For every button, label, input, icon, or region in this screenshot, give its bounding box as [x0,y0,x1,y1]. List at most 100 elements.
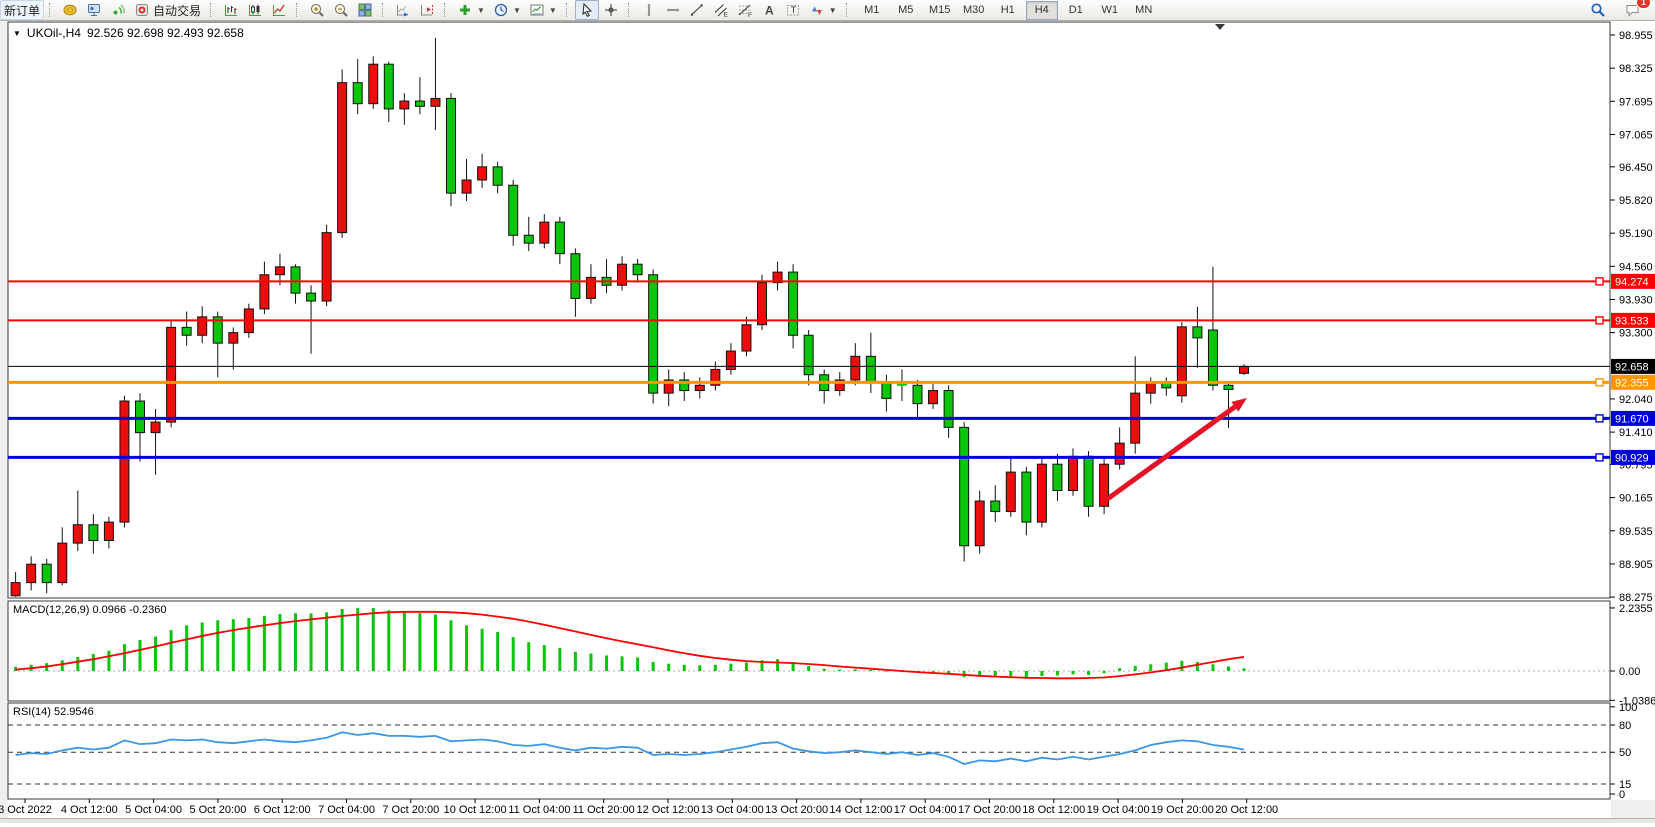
svg-text:93.930: 93.930 [1619,294,1653,306]
svg-text:98.955: 98.955 [1619,30,1653,42]
svg-text:4 Oct 12:00: 4 Oct 12:00 [61,804,118,816]
svg-text:18 Oct 12:00: 18 Oct 12:00 [1022,804,1085,816]
candlestick-chart-button[interactable] [243,0,267,20]
svg-text:92.040: 92.040 [1619,394,1653,406]
chat-icon[interactable]: 1 [1620,0,1651,20]
timeframe-h1-button[interactable]: H1 [1000,4,1015,16]
chevron-down-icon: ▼ [512,5,521,15]
svg-text:6 Oct 12:00: 6 Oct 12:00 [254,804,311,816]
zoom-in-button[interactable] [305,0,329,20]
collapse-icon[interactable]: ▼ [13,28,21,38]
svg-text:94.560: 94.560 [1619,261,1653,273]
channel-button[interactable]: E [709,0,733,20]
tile-windows-button[interactable] [353,0,377,20]
autotrading-button[interactable]: 自动交易 [130,0,205,20]
svg-text:0: 0 [1619,789,1625,801]
svg-text:97.695: 97.695 [1619,96,1653,108]
timeframe-h4-button[interactable]: H4 [1025,0,1058,20]
toolbar-gripper [627,3,633,17]
templates-button[interactable]: ▼ [525,0,561,20]
new-order-button[interactable]: 新订单 [0,0,45,20]
toolbar-gripper [565,3,571,17]
svg-text:13 Oct 20:00: 13 Oct 20:00 [765,804,828,816]
svg-text:95.190: 95.190 [1619,228,1653,240]
svg-text:7 Oct 04:00: 7 Oct 04:00 [318,804,375,816]
svg-text:11 Oct 20:00: 11 Oct 20:00 [573,804,635,816]
chart-shift-button[interactable] [415,0,439,20]
line-chart-button[interactable] [267,0,291,20]
svg-text:12 Oct 12:00: 12 Oct 12:00 [637,804,700,816]
svg-text:17 Oct 20:00: 17 Oct 20:00 [958,804,1021,816]
svg-text:13 Oct 04:00: 13 Oct 04:00 [701,804,764,816]
axis-corner [1611,800,1655,818]
svg-text:19 Oct 04:00: 19 Oct 04:00 [1087,804,1150,816]
svg-text:14 Oct 12:00: 14 Oct 12:00 [829,804,892,816]
timeframe-w1-button[interactable]: W1 [1101,4,1118,16]
svg-text:E: E [723,12,728,19]
ohlc-readout: 92.526 92.698 92.493 92.658 [86,26,244,40]
text-label-button[interactable]: T [781,0,805,20]
svg-text:91.670: 91.670 [1615,413,1649,425]
macd-indicator-label: MACD(12,26,9) 0.0966 -0.2360 [13,604,167,616]
timeframe-m15-button[interactable]: M15 [929,4,951,16]
svg-text:F: F [748,12,752,18]
svg-text:7 Oct 20:00: 7 Oct 20:00 [382,804,439,816]
svg-text:50: 50 [1619,747,1631,759]
zoom-out-button[interactable] [329,0,353,20]
toolbar-gripper [444,3,449,17]
svg-text:80: 80 [1619,720,1631,732]
toolbar-gripper [210,3,215,17]
trendline-button[interactable] [685,0,709,20]
svg-text:2.2355: 2.2355 [1619,603,1653,615]
svg-text:91.410: 91.410 [1619,427,1653,439]
signal-icon[interactable] [106,0,130,20]
svg-text:88.905: 88.905 [1619,559,1653,571]
window-bottom-edge [0,818,1655,823]
search-icon[interactable] [1586,0,1610,20]
svg-text:100: 100 [1619,702,1637,714]
text-button[interactable]: A [757,0,781,20]
window-left-edge [0,20,8,822]
svg-text:88.275: 88.275 [1619,592,1653,604]
fibonacci-button[interactable]: F [733,0,757,20]
crosshair-button[interactable] [599,0,623,20]
vertical-line-button[interactable] [637,0,661,20]
timeframe-mn-button[interactable]: MN [1135,4,1153,16]
svg-text:97.065: 97.065 [1619,129,1653,141]
svg-text:A: A [765,4,774,18]
svg-text:93.533: 93.533 [1615,315,1649,327]
bar-chart-button[interactable] [219,0,243,20]
timeframe-d1-button[interactable]: D1 [1068,4,1083,16]
svg-text:0.00: 0.00 [1619,666,1640,678]
shapes-button[interactable]: ▼ [805,0,841,20]
chevron-down-icon: ▼ [828,5,837,15]
svg-text:90.165: 90.165 [1619,493,1653,505]
horizontal-line-button[interactable] [661,0,685,20]
timeframe-m5-button[interactable]: M5 [898,4,914,16]
toolbar-gripper [845,3,851,17]
svg-text:17 Oct 04:00: 17 Oct 04:00 [894,804,957,816]
indicators-button[interactable]: ▼ [453,0,489,20]
trader-desk-icon[interactable] [82,0,106,20]
auto-scroll-button[interactable] [391,0,415,20]
svg-text:92.658: 92.658 [1615,361,1649,373]
symbol-period-label: UKOil-,H4 [26,26,81,40]
svg-text:95.820: 95.820 [1619,195,1653,207]
chevron-down-icon: ▼ [477,5,485,15]
svg-text:3 Oct 2022: 3 Oct 2022 [0,804,52,816]
timeframe-m1-button[interactable]: M1 [864,4,880,16]
notification-badge: 1 [1635,0,1651,9]
chevron-down-icon: ▼ [548,5,557,15]
gold-coin-icon[interactable] [58,0,82,20]
toolbar-gripper [382,3,387,17]
svg-text:11 Oct 04:00: 11 Oct 04:00 [508,804,570,816]
timeframe-m30-button[interactable]: M30 [963,4,985,16]
periods-button[interactable]: ▼ [489,0,525,20]
main-toolbar: 新订单 自动交易 ▼ ▼ ▼ E F A T ▼ M1 M5 M15 M30 H1 H4 D1 W1 MN 1 [0,0,1655,21]
svg-text:10 Oct 12:00: 10 Oct 12:00 [444,804,507,816]
svg-text:-1.0386: -1.0386 [1619,695,1655,707]
svg-text:20 Oct 12:00: 20 Oct 12:00 [1215,804,1278,816]
cursor-button[interactable] [574,0,599,20]
